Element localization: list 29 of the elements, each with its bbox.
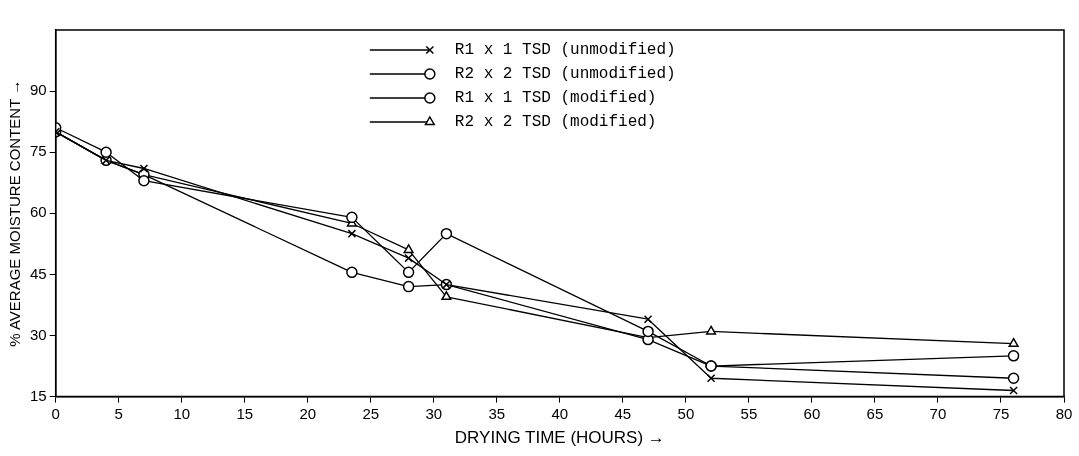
legend-label: R1 x 1 TSD (unmodified) xyxy=(454,41,676,60)
y-tick-label: 60 xyxy=(30,203,47,221)
legend-label: R2 x 2 TSD (modified) xyxy=(454,113,657,132)
x-tick-label: 65 xyxy=(866,404,884,422)
x-tick-label: 70 xyxy=(929,404,947,422)
y-tick-label: 90 xyxy=(30,81,47,99)
y-axis-title: % AVERAGE MOISTURE CONTENT → xyxy=(6,79,24,347)
y-tick-label: 30 xyxy=(30,325,47,343)
x-tick-label: 75 xyxy=(992,404,1010,422)
x-tick-label: 5 xyxy=(114,404,123,422)
x-tick-label: 25 xyxy=(362,404,380,422)
x-tick-label: 15 xyxy=(236,404,254,422)
x-axis-title: DRYING TIME (HOURS) → xyxy=(454,428,665,448)
y-tick-label: 75 xyxy=(30,142,47,160)
x-tick-label: 10 xyxy=(173,404,191,422)
y-tick-label: 15 xyxy=(30,386,47,404)
x-tick-label: 20 xyxy=(299,404,317,422)
x-tick-label: 60 xyxy=(803,404,821,422)
x-tick-label: 50 xyxy=(677,404,695,422)
y-tick-label: 45 xyxy=(30,264,47,282)
x-tick-label: 45 xyxy=(614,404,632,422)
x-tick-label: 30 xyxy=(425,404,443,422)
x-tick-label: 80 xyxy=(1055,404,1073,422)
legend-label: R2 x 2 TSD (unmodified) xyxy=(454,65,676,84)
x-tick-label: 55 xyxy=(740,404,758,422)
x-tick-label: 35 xyxy=(488,404,506,422)
x-tick-label: 0 xyxy=(51,404,60,422)
x-tick-label: 40 xyxy=(551,404,569,422)
legend-label: R1 x 1 TSD (modified) xyxy=(454,89,657,108)
